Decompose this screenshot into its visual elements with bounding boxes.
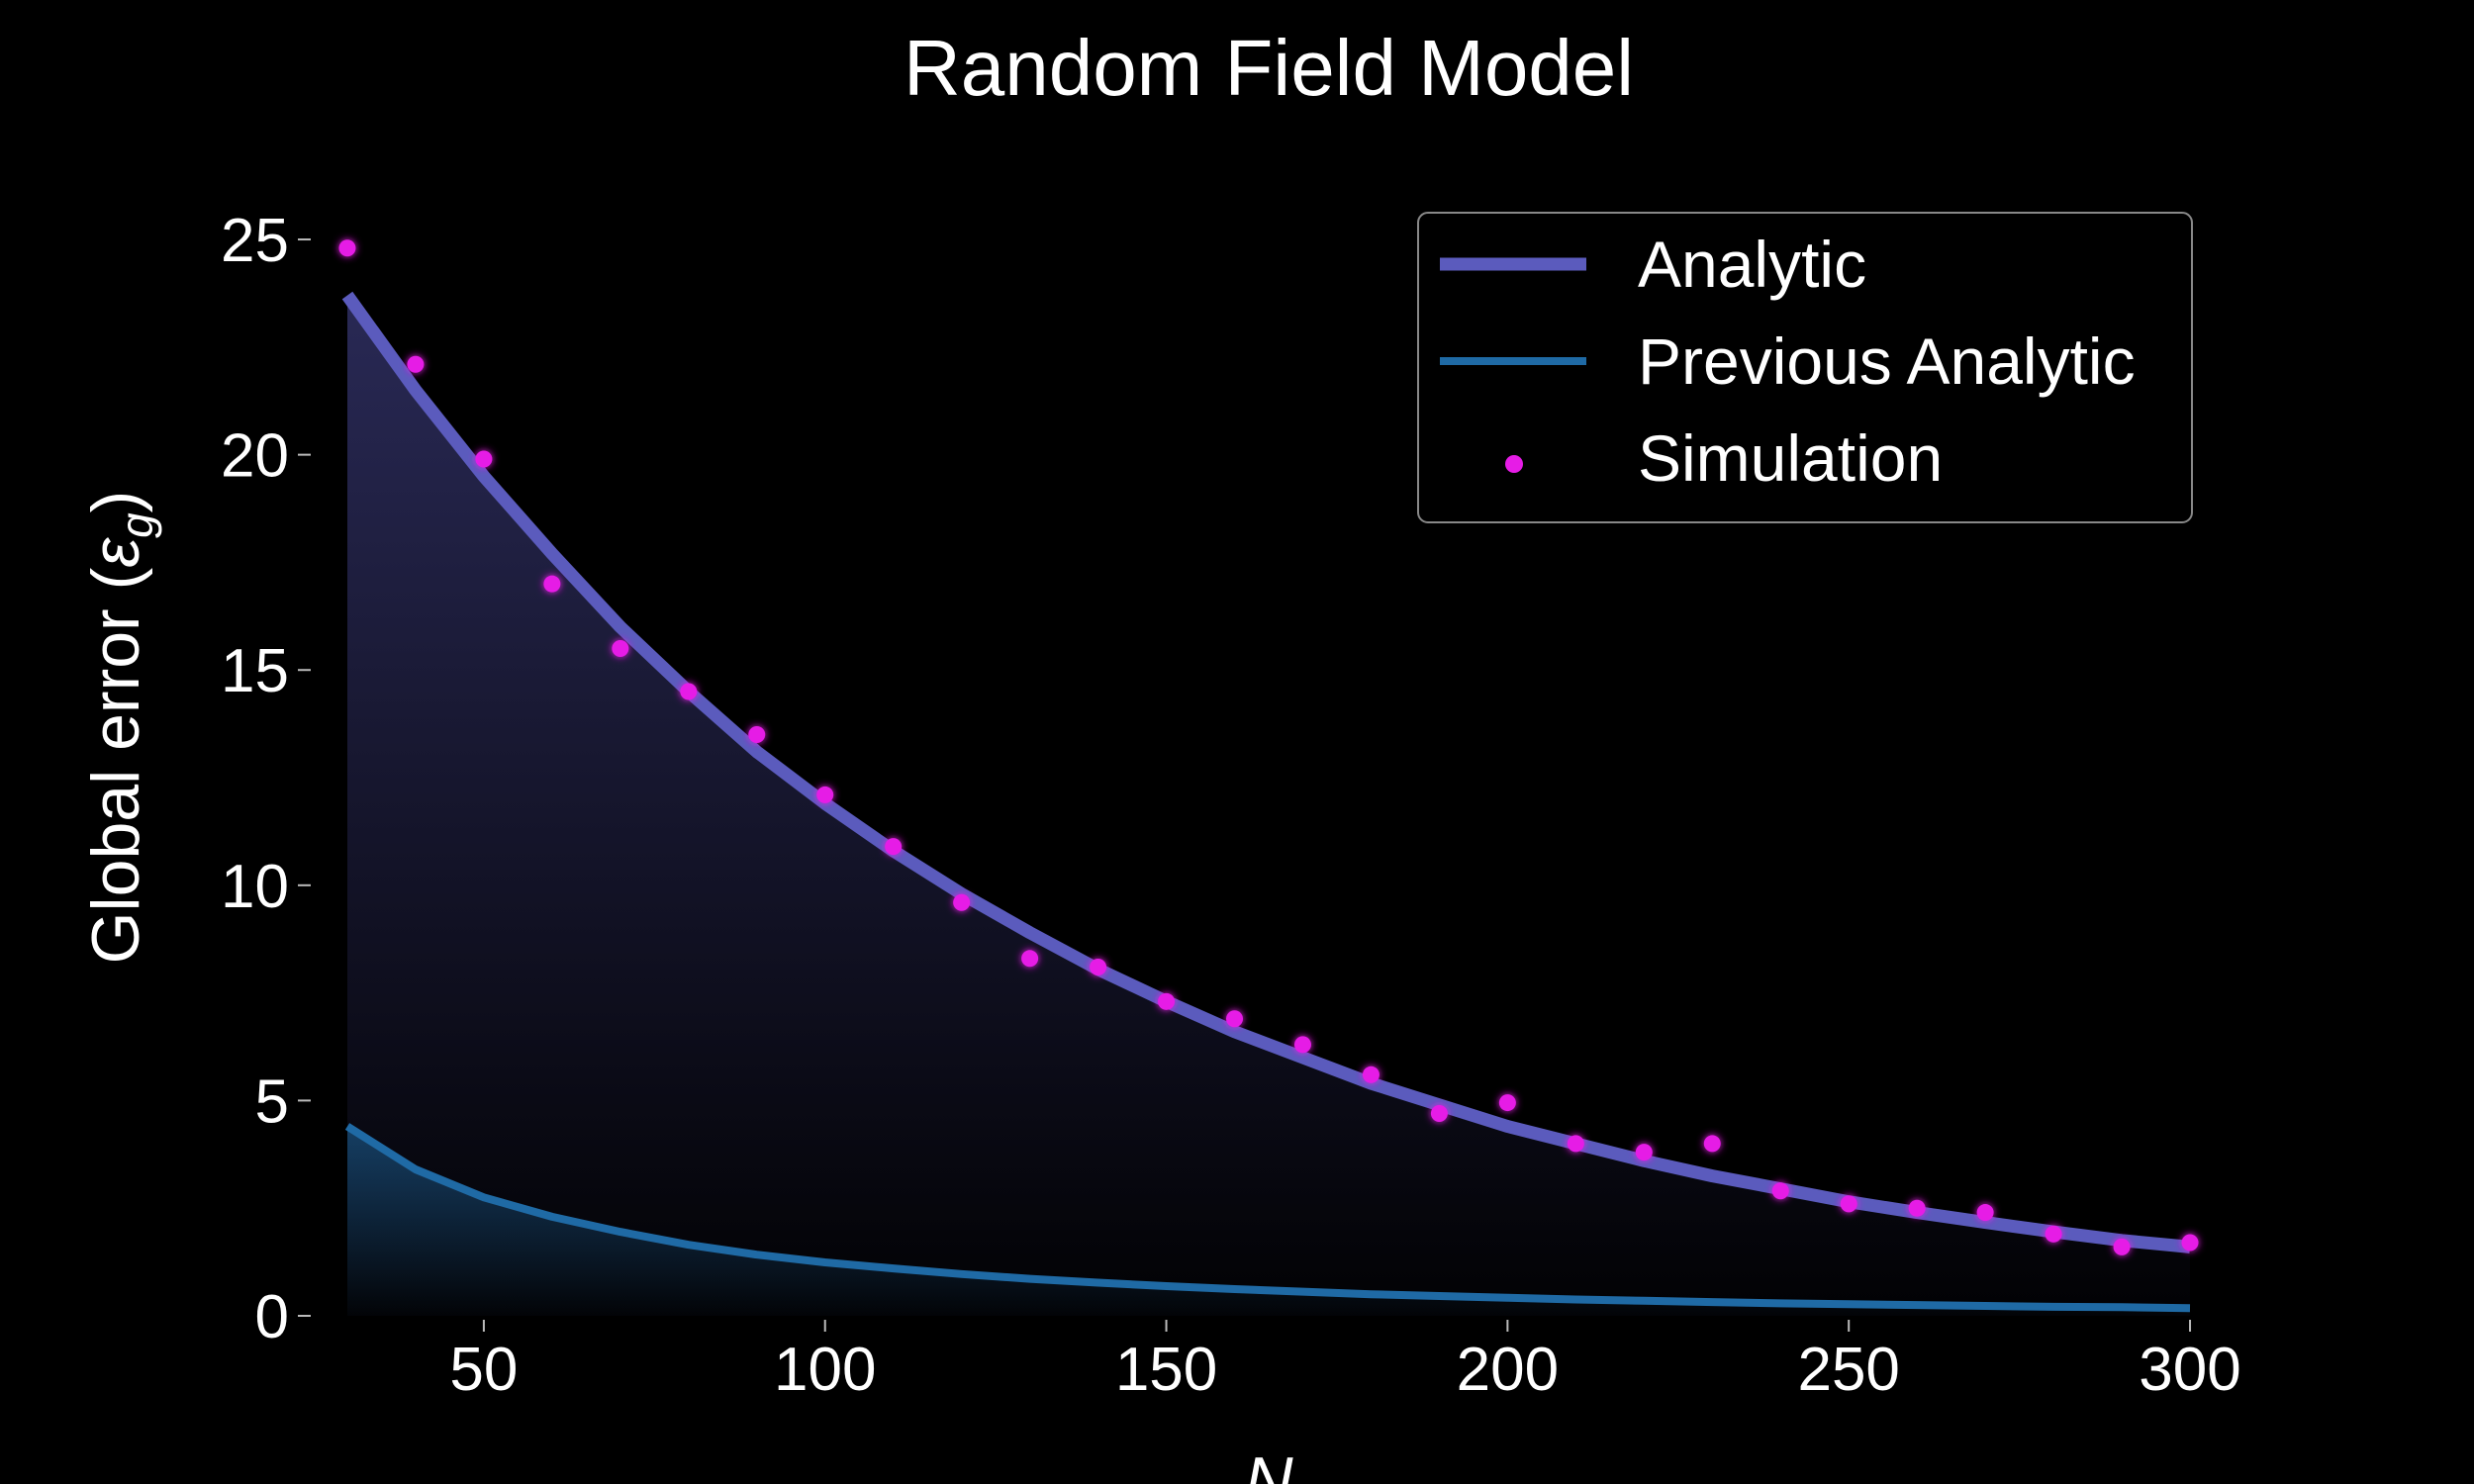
x-axis: 50 100 150 200 250 300 xyxy=(449,1320,2241,1404)
y-axis-label: Global error (εg) xyxy=(78,491,162,965)
series-point-simulation-220 xyxy=(1635,1144,1653,1161)
y-tick-label-5: 5 xyxy=(255,1067,289,1136)
series-line-previous-analytic xyxy=(344,1123,2191,1313)
series-point-simulation-260 xyxy=(1908,1199,1926,1217)
y-axis-label-text: Global error ( xyxy=(78,567,153,964)
series-point-simulation-160 xyxy=(1226,1010,1244,1028)
series-point-simulation-200 xyxy=(1498,1094,1516,1112)
series-point-simulation-50 xyxy=(475,450,493,468)
y-tick-label-10: 10 xyxy=(221,853,289,921)
series-point-simulation-240 xyxy=(1771,1182,1789,1200)
series-point-simulation-230 xyxy=(1703,1135,1721,1153)
legend: Analytic Previous Analytic Simulation xyxy=(1417,212,2193,523)
x-axis-label: N xyxy=(1244,1443,1293,1484)
y-tick-label-15: 15 xyxy=(221,637,289,705)
x-tick-label-50: 50 xyxy=(449,1336,518,1404)
x-tick-label-200: 200 xyxy=(1457,1336,1559,1404)
series-point-simulation-140 xyxy=(1090,959,1107,975)
y-axis-label-close: ) xyxy=(78,491,153,513)
series-point-simulation-120 xyxy=(953,893,971,911)
y-axis-label-symbol: ε xyxy=(78,537,153,568)
series-point-simulation-290 xyxy=(2113,1238,2131,1255)
series-point-simulation-280 xyxy=(2045,1225,2062,1243)
svg-text:Global error (εg): Global error (εg) xyxy=(78,491,162,965)
legend-label-analytic: Analytic xyxy=(1638,228,1866,301)
area-fill-analytic xyxy=(347,295,2190,1317)
area-fills xyxy=(347,295,2190,1317)
y-tick-label-20: 20 xyxy=(221,422,289,491)
series-point-simulation-80 xyxy=(680,683,698,700)
series-line-analytic xyxy=(341,291,2191,1253)
x-tick-label-150: 150 xyxy=(1115,1336,1217,1404)
x-tick-label-250: 250 xyxy=(1797,1336,1899,1404)
plot-series xyxy=(338,239,2199,1313)
legend-label-previous-analytic: Previous Analytic xyxy=(1638,325,2136,398)
chart-title: Random Field Model xyxy=(904,24,1634,112)
series-point-simulation-30 xyxy=(338,239,356,257)
series-point-simulation-170 xyxy=(1293,1036,1311,1054)
series-point-simulation-60 xyxy=(543,575,561,593)
series-point-simulation-250 xyxy=(1840,1195,1857,1213)
series-point-simulation-210 xyxy=(1567,1135,1584,1153)
y-tick-label-25: 25 xyxy=(221,207,289,275)
series-point-simulation-70 xyxy=(612,639,629,657)
series-point-simulation-130 xyxy=(1021,950,1039,968)
series-point-simulation-110 xyxy=(885,838,903,856)
series-point-simulation-190 xyxy=(1430,1104,1448,1122)
series-point-simulation-90 xyxy=(748,726,766,743)
series-point-simulation-300 xyxy=(2181,1234,2199,1252)
y-axis-label-subscript: g xyxy=(111,512,162,538)
series-point-simulation-100 xyxy=(816,786,834,803)
series-point-simulation-150 xyxy=(1158,992,1176,1010)
x-tick-label-300: 300 xyxy=(2139,1336,2240,1404)
area-fill-previous-analytic xyxy=(347,1126,2190,1316)
series-point-simulation-180 xyxy=(1362,1066,1380,1083)
series-point-simulation-270 xyxy=(1976,1204,1994,1222)
y-tick-label-0: 0 xyxy=(255,1283,289,1351)
legend-label-simulation: Simulation xyxy=(1638,421,1943,495)
series-point-simulation-40 xyxy=(407,355,425,373)
legend-frame xyxy=(1417,212,2193,523)
y-axis: 0 5 10 15 20 25 xyxy=(221,207,311,1351)
legend-swatch-simulation xyxy=(1505,455,1523,473)
x-tick-label-100: 100 xyxy=(774,1336,876,1404)
